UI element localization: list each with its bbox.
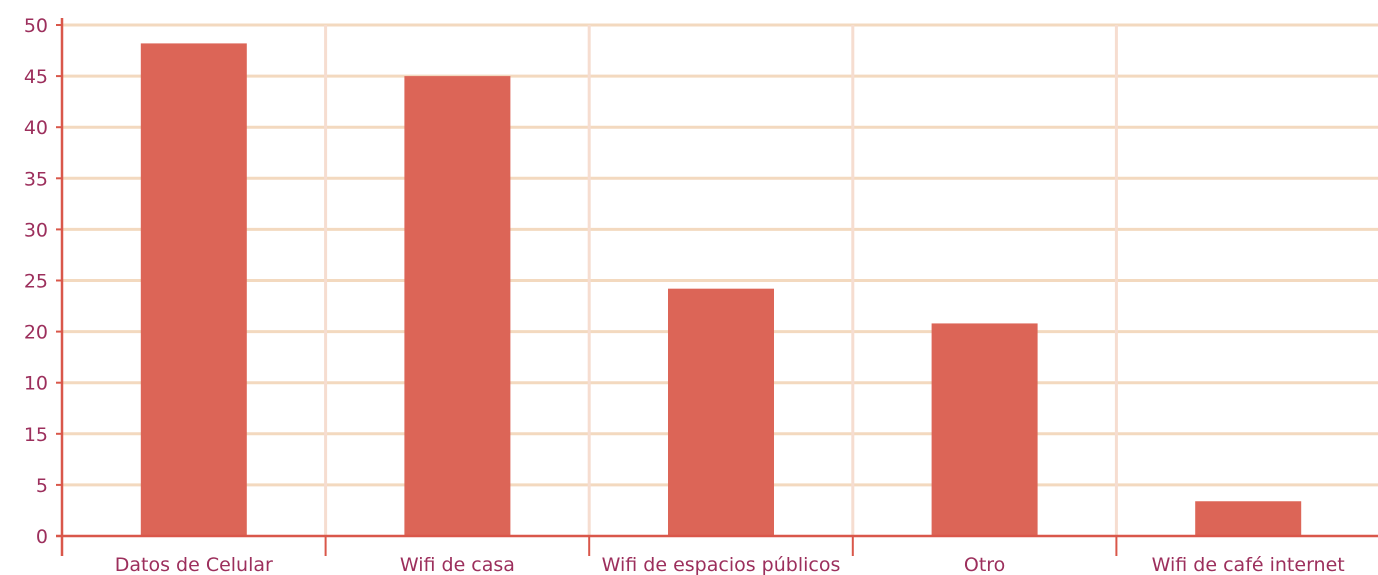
axes	[56, 18, 1378, 556]
y-tick-label: 10	[24, 373, 48, 395]
labels: 0 5 15 10 20 25 30 35 40 45 50 Datos de Celular Wifi…	[24, 15, 1345, 575]
y-tick-label: 5	[36, 475, 48, 497]
x-tick-label: Otro	[964, 554, 1005, 575]
y-tick-label: 35	[24, 168, 48, 190]
bars	[140, 43, 1302, 537]
bar	[140, 43, 247, 537]
bar	[931, 323, 1038, 536]
y-tick-label: 50	[24, 15, 48, 37]
y-tick-label: 40	[24, 117, 48, 139]
y-tick-label: 0	[36, 526, 48, 548]
y-tick-label: 25	[24, 271, 48, 293]
x-tick-label: Wifi de casa	[400, 554, 515, 575]
bar	[668, 288, 774, 536]
x-tick-label: Wifi de espacios públicos	[602, 554, 841, 575]
bar	[404, 76, 511, 536]
x-tick-label: Datos de Celular	[115, 554, 273, 575]
y-tick-label: 45	[24, 66, 48, 88]
y-tick-label: 15	[24, 424, 48, 446]
grid	[62, 23, 1378, 536]
y-tick-label: 20	[24, 322, 48, 344]
bar	[1195, 501, 1302, 536]
x-tick-label: Wifi de café internet	[1152, 554, 1345, 575]
y-tick-label: 30	[24, 219, 48, 241]
